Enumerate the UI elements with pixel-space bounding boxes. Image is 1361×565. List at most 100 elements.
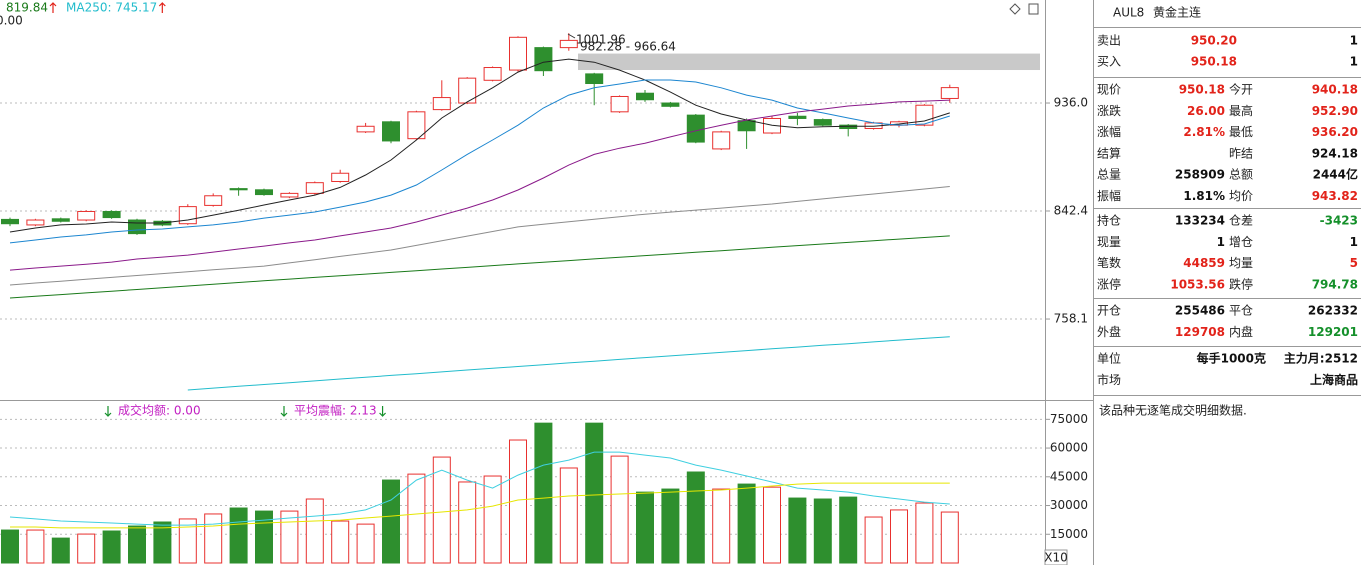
book-price: 950.18 — [1191, 55, 1237, 69]
average-line — [9, 235, 950, 299]
y-tick-label: 758.1 — [1054, 312, 1088, 326]
volume-bar — [407, 473, 426, 564]
volume-bar — [940, 511, 959, 564]
legend-item: 819.84 — [6, 1, 48, 15]
down-arrow — [280, 406, 288, 417]
volume-bar — [26, 529, 45, 564]
volume-bar — [839, 496, 858, 564]
candle-body — [128, 219, 146, 235]
field-label: 开仓 — [1097, 304, 1121, 318]
volume-bar — [331, 520, 350, 564]
candle-body — [255, 189, 273, 196]
field-value: 943.82 — [1312, 189, 1358, 203]
field-value: 924.18 — [1312, 146, 1358, 160]
field-label: 仓差 — [1229, 214, 1253, 228]
field-value: 5 — [1350, 256, 1358, 270]
y-tick-label: 75000 — [1050, 412, 1088, 426]
candle-body — [559, 39, 578, 49]
field-label: 跌停 — [1229, 276, 1253, 291]
candle-body — [686, 114, 705, 143]
candle-body — [585, 73, 604, 85]
y-tick-label: 45000 — [1050, 469, 1088, 483]
volume-bar — [128, 525, 146, 564]
field-label: 涨跌 — [1097, 103, 1121, 118]
field-label: 均价 — [1229, 189, 1253, 203]
field-value: 262332 — [1308, 304, 1358, 318]
volume-bar — [509, 439, 527, 564]
sublegend: 0.00 — [0, 14, 23, 28]
high-label: 1001.96 — [576, 33, 626, 47]
down-arrow — [379, 406, 387, 417]
candle-body — [509, 36, 527, 71]
candle-body — [77, 210, 96, 221]
volume-bar — [305, 498, 324, 564]
volume-bar — [788, 497, 807, 564]
field-value: 每手1000克 — [1197, 351, 1266, 366]
volume-bar — [432, 456, 451, 564]
y-tick-label: 30000 — [1050, 498, 1088, 512]
volume-bar — [382, 479, 400, 564]
field-value: 1 — [1217, 235, 1225, 249]
average-line — [9, 451, 950, 526]
volume-bar — [178, 518, 197, 564]
volume-bar — [534, 422, 553, 564]
volume-bar — [610, 455, 629, 564]
field-value: 上海商品 — [1310, 372, 1358, 387]
volume-bar — [255, 510, 273, 564]
field-label: 昨结 — [1229, 146, 1253, 160]
multiplier-box — [1044, 549, 1068, 565]
legend-item: MA250: 745.17 — [66, 1, 157, 15]
field-value: 940.18 — [1312, 83, 1358, 97]
candle-body — [331, 172, 350, 182]
field-label: 涨幅 — [1097, 124, 1121, 139]
field-label: 均量 — [1229, 256, 1253, 270]
volume-bar — [229, 507, 248, 564]
volume-bar — [204, 513, 223, 564]
candle-body — [356, 125, 375, 133]
field-value: 44859 — [1183, 256, 1225, 270]
field-label: 笔数 — [1097, 255, 1121, 270]
field-value: 1.81% — [1183, 189, 1225, 203]
candle-body — [483, 67, 502, 81]
candle-body — [737, 120, 756, 132]
field-label: 最低 — [1229, 125, 1253, 139]
candle-body — [458, 77, 477, 104]
field-label: 外盘 — [1097, 324, 1121, 339]
field-label: 最高 — [1229, 103, 1253, 118]
average-line — [10, 482, 950, 529]
volume-bar — [813, 498, 832, 564]
volume-bar — [636, 491, 654, 564]
field-label: 结算 — [1097, 145, 1121, 160]
book-label: 买入 — [1097, 55, 1121, 69]
legend-item: 平均震幅: 2.13 — [294, 403, 377, 418]
candle-body — [813, 119, 832, 126]
volume-bar — [661, 488, 680, 564]
candle-body — [661, 102, 680, 107]
candle-body — [204, 195, 223, 206]
volume-bar — [763, 486, 781, 564]
candle-body — [940, 87, 959, 99]
volume-bar — [280, 510, 299, 564]
y-tick-label: 842.4 — [1054, 203, 1088, 217]
up-arrow — [49, 2, 57, 13]
symbol: AUL8 — [1113, 6, 1144, 20]
volume-bar — [915, 502, 934, 564]
window-button[interactable] — [1028, 3, 1039, 15]
candle-body — [407, 111, 426, 140]
average-line — [9, 186, 950, 286]
candle-body — [229, 188, 248, 191]
field-label: 现价 — [1097, 83, 1121, 97]
candle-body — [534, 47, 553, 72]
diamond-button[interactable] — [1009, 3, 1021, 15]
book-label: 卖出 — [1097, 34, 1121, 48]
volume-bar — [458, 481, 477, 564]
field-label: 增仓 — [1229, 235, 1253, 249]
range-label: 982.28 - 966.64 — [580, 40, 676, 54]
field-label: 今开 — [1229, 82, 1253, 97]
volume-bar — [712, 488, 731, 564]
field-value: 2.81% — [1183, 125, 1225, 139]
candle-body — [915, 104, 934, 126]
field-value: 2444亿 — [1313, 167, 1358, 182]
field-label: 涨停 — [1097, 276, 1121, 291]
